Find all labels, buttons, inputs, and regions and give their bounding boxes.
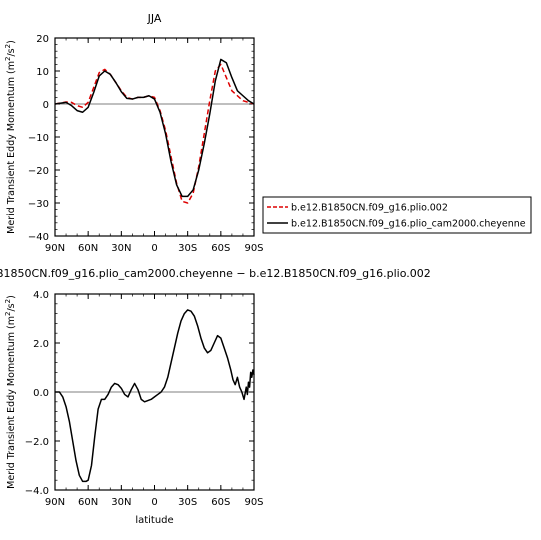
x-tick-label: 0 (151, 243, 157, 254)
y-tick-label: 0 (43, 100, 49, 111)
x-tick-label: 60N (78, 243, 98, 254)
series-line-2 (54, 58, 255, 198)
x-tick-label: 30S (178, 497, 197, 508)
y-tick-label: −40 (28, 232, 49, 243)
x-tick-label: 90N (45, 497, 65, 508)
x-tick-label: 90S (244, 497, 263, 508)
legend: b.e12.B1850CN.f09_g16.plio.002 b.e12.B185… (262, 196, 532, 234)
series-line-1 (55, 309, 255, 483)
y-tick-label: 10 (36, 67, 49, 78)
x-tick-label: 60N (78, 497, 98, 508)
x-tick-label: 30N (111, 243, 131, 254)
x-tick-label: 30N (111, 497, 131, 508)
x-tick-label: 90S (244, 243, 263, 254)
y-tick-label: −20 (28, 166, 49, 177)
y-tick-label: −30 (28, 199, 49, 210)
y-tick-label: 0.0 (33, 388, 49, 399)
x-tick-label: 30S (178, 243, 197, 254)
x-tick-label: 60S (211, 243, 230, 254)
x-tick-label: 90N (45, 243, 65, 254)
plot-frame (54, 37, 255, 237)
chart-title: b.e12.B1850CN.f09_g16.plio_cam2000.cheye… (0, 267, 431, 280)
chart-title: JJA (147, 12, 162, 25)
legend-box (262, 196, 532, 234)
y-tick-label: −10 (28, 133, 49, 144)
legend-label: b.e12.B1850CN.f09_g16.plio_cam2000.cheye… (291, 219, 526, 230)
y-tick-label: 20 (36, 34, 49, 45)
y-tick-label: 4.0 (33, 290, 49, 301)
legend-label: b.e12.B1850CN.f09_g16.plio.002 (291, 203, 448, 214)
x-tick-label: 60S (211, 497, 230, 508)
series-line-1 (54, 63, 255, 204)
chart-panel-2: b.e12.B1850CN.f09_g16.plio_cam2000.cheye… (0, 267, 431, 526)
x-tick-label: 0 (151, 497, 157, 508)
y-tick-label: 2.0 (33, 339, 49, 350)
y-tick-label: −4.0 (25, 486, 49, 497)
y-axis-label: Merid Transient Eddy Momentum (m2/s2) (4, 295, 17, 489)
x-axis-label: latitude (135, 515, 173, 526)
y-axis-label: Merid Transient Eddy Momentum (m2/s2) (4, 40, 17, 234)
chart-panel-1: JJA Merid Transient Eddy Momentum (m2/s2)… (4, 12, 532, 254)
y-tick-label: −2.0 (25, 437, 49, 448)
plot-frame (54, 293, 255, 491)
